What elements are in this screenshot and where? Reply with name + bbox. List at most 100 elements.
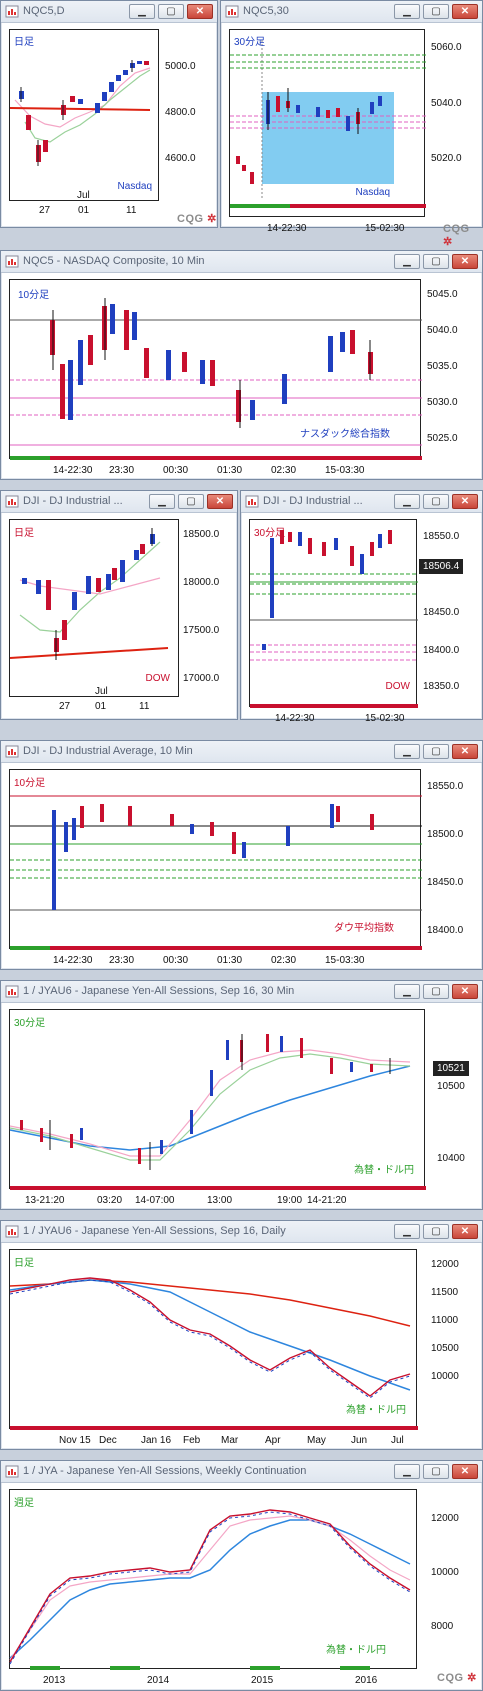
- x-tick-label: 11: [139, 701, 150, 712]
- window-jyau6-daily[interactable]: 1 / JYAU6 - Japanese Yen-All Sessions, S…: [0, 1220, 483, 1450]
- price-chart-plot[interactable]: 日足 Nasdaq: [9, 29, 159, 201]
- y-tick-label: 4600.0: [165, 153, 196, 164]
- window-nasdaq-10min[interactable]: NQC5 - NASDAQ Composite, 10 Min ▁ ▢ ✕ 10…: [0, 250, 483, 480]
- price-chart-plot[interactable]: 日足 為替・ドル円: [9, 1249, 418, 1430]
- restore-button[interactable]: ▢: [423, 494, 449, 509]
- x-tick-label: 2016: [355, 1675, 378, 1686]
- restore-icon: ▢: [431, 745, 441, 757]
- y-tick-label: 11000: [431, 1315, 459, 1326]
- window-dji-10min[interactable]: DJI - DJ Industrial Average, 10 Min ▁ ▢ …: [0, 740, 483, 970]
- y-tick-label: 18550.0: [427, 781, 464, 792]
- price-chart-plot[interactable]: 30分足 為替・ドル円: [9, 1009, 426, 1190]
- restore-icon: ▢: [431, 255, 441, 267]
- close-icon: ✕: [460, 255, 470, 267]
- x-tick-label: May: [307, 1435, 326, 1446]
- window-nqc5-daily[interactable]: NQC5,D ▁ ▢ ✕ 日足 Nasdaq 5000.0 4800.0 460…: [0, 0, 218, 228]
- instrument-legend: 為替・ドル円: [326, 1645, 386, 1656]
- restore-button[interactable]: ▢: [178, 494, 204, 509]
- price-chart-plot[interactable]: 日足 DOW: [9, 519, 179, 697]
- close-button[interactable]: ✕: [452, 744, 478, 759]
- period-label: 10分足: [14, 778, 46, 789]
- price-chart-plot[interactable]: 週足 為替・ドル円: [9, 1489, 417, 1670]
- y-tick-label: 5045.0: [427, 289, 458, 300]
- window-jya-weekly[interactable]: 1 / JYA - Japanese Yen-All Sessions, Wee…: [0, 1460, 483, 1691]
- close-button[interactable]: ✕: [452, 254, 478, 269]
- minimize-button[interactable]: ▁: [394, 744, 420, 759]
- x-tick-label: Jun: [351, 1435, 368, 1446]
- x-tick-label: 2013: [43, 1675, 66, 1686]
- chart-window-icon: [245, 495, 259, 508]
- minimize-button[interactable]: ▁: [394, 984, 420, 999]
- restore-button[interactable]: ▢: [423, 1224, 449, 1239]
- title-bar[interactable]: DJI - DJ Industrial Average, 10 Min ▁ ▢ …: [1, 741, 482, 763]
- title-bar[interactable]: 1 / JYA - Japanese Yen-All Sessions, Wee…: [1, 1461, 482, 1483]
- minimize-button[interactable]: ▁: [129, 4, 155, 19]
- window-nqc5-30min[interactable]: NQC5,30 ▁ ▢ ✕ 30分足 Nasdaq 5060.0 5040.0 …: [220, 0, 483, 248]
- price-chart-plot[interactable]: 10分足 ナスダック総合指数: [9, 279, 422, 460]
- title-bar[interactable]: NQC5 - NASDAQ Composite, 10 Min ▁ ▢ ✕: [1, 251, 482, 273]
- chart-window-icon: [5, 255, 19, 268]
- instrument-legend: 為替・ドル円: [346, 1405, 406, 1416]
- window-dji-daily[interactable]: DJI - DJ Industrial ... ▁ ▢ ✕ 日足 DOW 185…: [0, 490, 238, 720]
- close-button[interactable]: ✕: [452, 1224, 478, 1239]
- x-tick-label: 00:30: [163, 465, 189, 476]
- restore-button[interactable]: ▢: [158, 4, 184, 19]
- x-month-label: Jul: [95, 686, 108, 697]
- window-title: DJI - DJ Industrial ...: [23, 495, 123, 507]
- y-tick-label: 18400.0: [423, 645, 460, 656]
- restore-button[interactable]: ▢: [423, 1464, 449, 1479]
- minimize-button[interactable]: ▁: [394, 4, 420, 19]
- minimize-button[interactable]: ▁: [394, 1464, 420, 1479]
- candlestick-series: [9, 528, 169, 660]
- price-chart-plot[interactable]: 10分足 ダウ平均指数: [9, 769, 422, 950]
- y-tick-label: 10400: [437, 1153, 465, 1164]
- x-tick-label: Mar: [221, 1435, 239, 1446]
- close-button[interactable]: ✕: [452, 4, 478, 19]
- window-jyau6-30min[interactable]: 1 / JYAU6 - Japanese Yen-All Sessions, S…: [0, 980, 483, 1210]
- chart-window-icon: [5, 1465, 19, 1478]
- close-button[interactable]: ✕: [452, 984, 478, 999]
- window-dji-30min[interactable]: DJI - DJ Industrial ... ▁ ▢ ✕ 30分足 DOW 1…: [240, 490, 483, 724]
- candlestick-series: [9, 60, 151, 166]
- close-icon: ✕: [460, 5, 470, 17]
- restore-button[interactable]: ▢: [423, 4, 449, 19]
- window-title: 1 / JYAU6 - Japanese Yen-All Sessions, S…: [23, 1225, 286, 1237]
- instrument-legend: Nasdaq: [355, 187, 390, 198]
- restore-button[interactable]: ▢: [423, 984, 449, 999]
- price-chart-plot[interactable]: 30分足 Nasdaq: [229, 29, 426, 217]
- y-tick-label: 18500.0: [427, 829, 464, 840]
- y-tick-label: 10000: [431, 1567, 459, 1578]
- title-bar[interactable]: NQC5,D ▁ ▢ ✕: [1, 1, 217, 23]
- cqg-logo: CQG ✲: [443, 223, 470, 248]
- restore-icon: ▢: [431, 1465, 441, 1477]
- x-tick-label: 03:20: [97, 1195, 123, 1206]
- minimize-button[interactable]: ▁: [394, 494, 420, 509]
- y-tick-label: 12000: [431, 1259, 459, 1270]
- x-tick-label: 02:30: [271, 465, 297, 476]
- restore-button[interactable]: ▢: [423, 744, 449, 759]
- close-button[interactable]: ✕: [187, 4, 213, 19]
- x-tick-label: 2014: [147, 1675, 170, 1686]
- period-label: 30分足: [14, 1018, 46, 1029]
- restore-icon: ▢: [431, 985, 441, 997]
- price-chart-plot[interactable]: 30分足 DOW: [249, 519, 418, 708]
- title-bar[interactable]: NQC5,30 ▁ ▢ ✕: [221, 1, 482, 23]
- restore-button[interactable]: ▢: [423, 254, 449, 269]
- x-tick-label: 13:00: [207, 1195, 233, 1206]
- restore-icon: ▢: [186, 495, 196, 507]
- title-bar[interactable]: DJI - DJ Industrial ... ▁ ▢ ✕: [1, 491, 237, 513]
- close-button[interactable]: ✕: [452, 1464, 478, 1479]
- x-month-label: Jul: [77, 190, 90, 201]
- minimize-icon: ▁: [403, 1465, 411, 1477]
- close-button[interactable]: ✕: [207, 494, 233, 509]
- minimize-button[interactable]: ▁: [394, 1224, 420, 1239]
- minimize-button[interactable]: ▁: [394, 254, 420, 269]
- x-tick-label: Nov 15: [59, 1435, 91, 1446]
- minimize-button[interactable]: ▁: [149, 494, 175, 509]
- x-tick-label: 11: [126, 205, 137, 216]
- close-button[interactable]: ✕: [452, 494, 478, 509]
- minimize-icon: ▁: [403, 255, 411, 267]
- title-bar[interactable]: 1 / JYAU6 - Japanese Yen-All Sessions, S…: [1, 1221, 482, 1243]
- title-bar[interactable]: DJI - DJ Industrial ... ▁ ▢ ✕: [241, 491, 482, 513]
- title-bar[interactable]: 1 / JYAU6 - Japanese Yen-All Sessions, S…: [1, 981, 482, 1003]
